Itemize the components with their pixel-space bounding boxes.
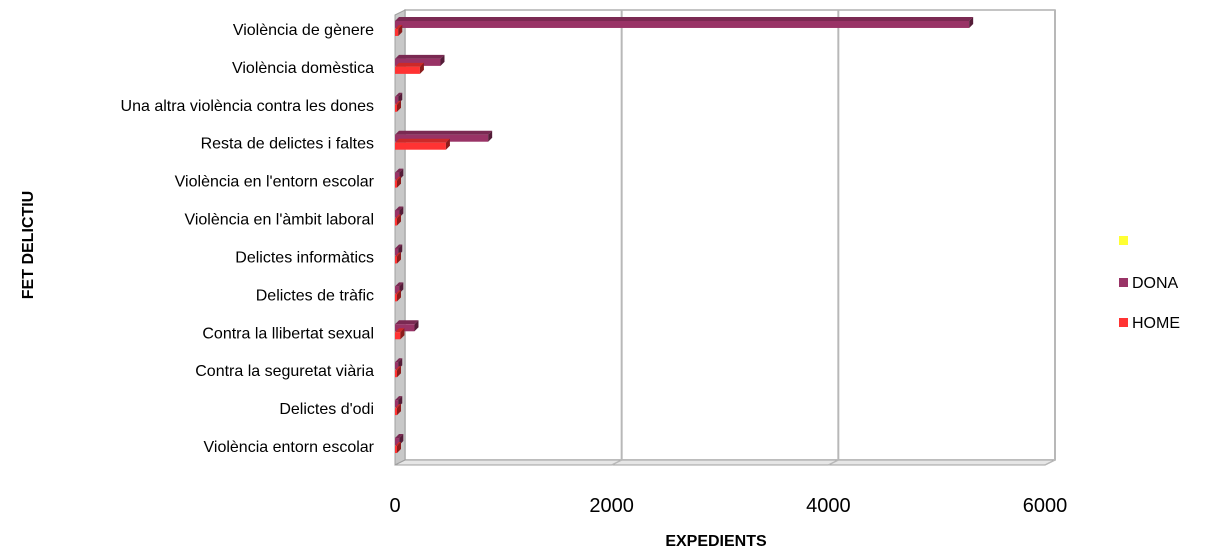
bar-dona xyxy=(395,20,970,28)
gridline-floor-6000 xyxy=(1044,459,1056,466)
bar-dona xyxy=(395,172,400,180)
bar-home-end xyxy=(397,252,401,264)
bar-home-top xyxy=(395,138,450,143)
bar-dona xyxy=(395,324,415,332)
bar-home-end xyxy=(400,328,405,340)
bar-home xyxy=(395,370,397,378)
bar-home-end xyxy=(397,290,401,302)
bar-dona-top xyxy=(395,168,404,173)
bar-dona-top xyxy=(395,282,404,287)
bar-dona-top xyxy=(395,358,403,363)
bar-home-end xyxy=(397,100,401,112)
bar-dona xyxy=(395,286,400,294)
bar-dona xyxy=(395,400,399,408)
bar-dona-top xyxy=(395,54,445,59)
bar-home-top xyxy=(395,290,401,295)
bar-home-end xyxy=(397,442,401,454)
y-axis-title: FET DELICTIU xyxy=(20,191,37,299)
bar-dona-top xyxy=(395,92,403,97)
bar-dona-top xyxy=(395,206,404,211)
bar-home-end xyxy=(397,366,401,378)
y-tick-label: Contra la seguretat viària xyxy=(195,363,374,380)
y-tick-label: Violència domèstica xyxy=(232,60,374,77)
bar-home-top xyxy=(395,442,401,447)
bar-dona xyxy=(395,96,399,104)
bar-home-top xyxy=(395,328,405,333)
bar-home-top xyxy=(395,62,424,67)
bar-home-end xyxy=(397,176,401,188)
y-tick-label: Violència en l'entorn escolar xyxy=(175,174,375,191)
bar-home-top xyxy=(395,404,401,409)
plot-back-wall xyxy=(404,9,1056,461)
bar-home xyxy=(395,294,397,302)
y-tick-label: Una altra violència contra les dones xyxy=(121,98,374,115)
y-tick-label: Contra la llibertat sexual xyxy=(202,325,374,342)
bar-home xyxy=(395,142,446,150)
legend-swatch xyxy=(1119,278,1128,287)
bar-dona-end xyxy=(414,320,419,332)
y-tick-label: Delictes informàtics xyxy=(235,249,374,266)
gridline-floor-2000 xyxy=(611,459,623,466)
bar-home-top xyxy=(395,24,403,29)
bar-dona-end xyxy=(440,54,445,66)
x-tick-label: 6000 xyxy=(1023,495,1068,517)
bar-dona xyxy=(395,362,399,370)
bar-home-top xyxy=(395,214,401,219)
x-tick-label: 0 xyxy=(389,495,400,517)
bar-dona xyxy=(395,248,399,256)
bar-dona xyxy=(395,210,400,218)
bar-dona xyxy=(395,438,400,446)
x-tick-label: 4000 xyxy=(806,495,851,517)
bar-home xyxy=(395,218,397,226)
bar-home-end xyxy=(445,138,450,150)
bar-home-top xyxy=(395,252,401,257)
bar-dona-top xyxy=(395,320,419,325)
bar-home-top xyxy=(395,100,401,105)
bar-dona-end xyxy=(488,130,493,142)
bar-home-end xyxy=(397,214,401,226)
bar-dona xyxy=(395,58,441,66)
y-tick-label: Violència entorn escolar xyxy=(204,439,375,456)
y-tick-label: Delictes de tràfic xyxy=(256,287,374,304)
bar-dona-top xyxy=(395,244,403,249)
bar-dona-top xyxy=(395,16,974,21)
bar-home-end xyxy=(398,24,403,36)
y-tick-label: Resta de delictes i faltes xyxy=(201,136,374,153)
y-tick-label: Violència de gènere xyxy=(233,22,374,39)
legend-label: HOME xyxy=(1132,315,1180,332)
bar-home-end xyxy=(419,62,424,74)
x-tick-label: 2000 xyxy=(589,495,634,517)
bar-home xyxy=(395,28,399,36)
x-axis-title: EXPEDIENTS xyxy=(665,533,767,550)
y-tick-label: Violència en l'àmbit laboral xyxy=(184,212,374,229)
bar-home xyxy=(395,332,401,340)
bar-home xyxy=(395,104,397,112)
bar-dona-top xyxy=(395,130,493,135)
y-tick-label: Delictes d'odi xyxy=(279,401,374,418)
bar-dona xyxy=(395,134,489,142)
bar-dona-top xyxy=(395,396,403,401)
bar-home xyxy=(395,66,420,74)
bar-home xyxy=(395,408,397,416)
legend-label: DONA xyxy=(1132,275,1179,292)
bar-home-top xyxy=(395,366,401,371)
legend-swatch xyxy=(1119,236,1128,245)
bar-home xyxy=(395,180,397,188)
bar-home-end xyxy=(397,404,401,416)
bar-dona-end xyxy=(969,16,974,28)
gridline-floor-4000 xyxy=(827,459,839,466)
bar-home xyxy=(395,446,397,454)
bar-home-top xyxy=(395,176,401,181)
legend-swatch xyxy=(1119,318,1128,327)
bar-home xyxy=(395,256,397,264)
plot-floor xyxy=(394,459,1056,466)
bar-dona-top xyxy=(395,434,404,439)
